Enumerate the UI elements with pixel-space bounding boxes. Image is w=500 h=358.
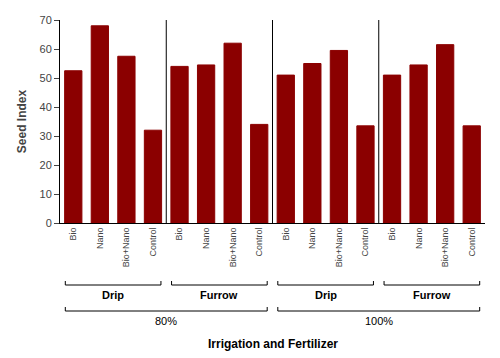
svg-text:Furrow: Furrow [413, 289, 451, 301]
svg-text:20: 20 [40, 159, 52, 171]
svg-text:80%: 80% [155, 315, 177, 327]
svg-text:60: 60 [40, 43, 52, 55]
svg-text:Nano: Nano [307, 228, 317, 250]
svg-text:40: 40 [40, 101, 52, 113]
svg-text:Bio+Nano: Bio+Nano [334, 228, 344, 268]
svg-text:70: 70 [40, 14, 52, 26]
svg-text:Bio: Bio [174, 228, 184, 241]
svg-text:Control: Control [467, 228, 477, 257]
svg-text:Drip: Drip [102, 289, 124, 301]
svg-text:Bio: Bio [281, 228, 291, 241]
svg-text:Control: Control [254, 228, 264, 257]
svg-text:100%: 100% [365, 315, 393, 327]
svg-text:Control: Control [148, 228, 158, 257]
svg-text:Bio: Bio [68, 228, 78, 241]
svg-text:Seed Index: Seed Index [15, 89, 29, 153]
svg-text:0: 0 [46, 217, 52, 229]
svg-text:Control: Control [360, 228, 370, 257]
svg-text:Bio+Nano: Bio+Nano [440, 228, 450, 268]
svg-text:10: 10 [40, 188, 52, 200]
svg-text:Bio+Nano: Bio+Nano [228, 228, 238, 268]
svg-text:Irrigation and Fertilizer: Irrigation and Fertilizer [208, 337, 338, 351]
svg-text:Drip: Drip [315, 289, 337, 301]
svg-text:Bio+Nano: Bio+Nano [121, 228, 131, 268]
svg-text:Nano: Nano [414, 228, 424, 250]
svg-text:50: 50 [40, 72, 52, 84]
svg-text:Nano: Nano [201, 228, 211, 250]
svg-text:30: 30 [40, 130, 52, 142]
svg-text:Bio: Bio [387, 228, 397, 241]
svg-text:Furrow: Furrow [200, 289, 238, 301]
svg-text:Nano: Nano [95, 228, 105, 250]
